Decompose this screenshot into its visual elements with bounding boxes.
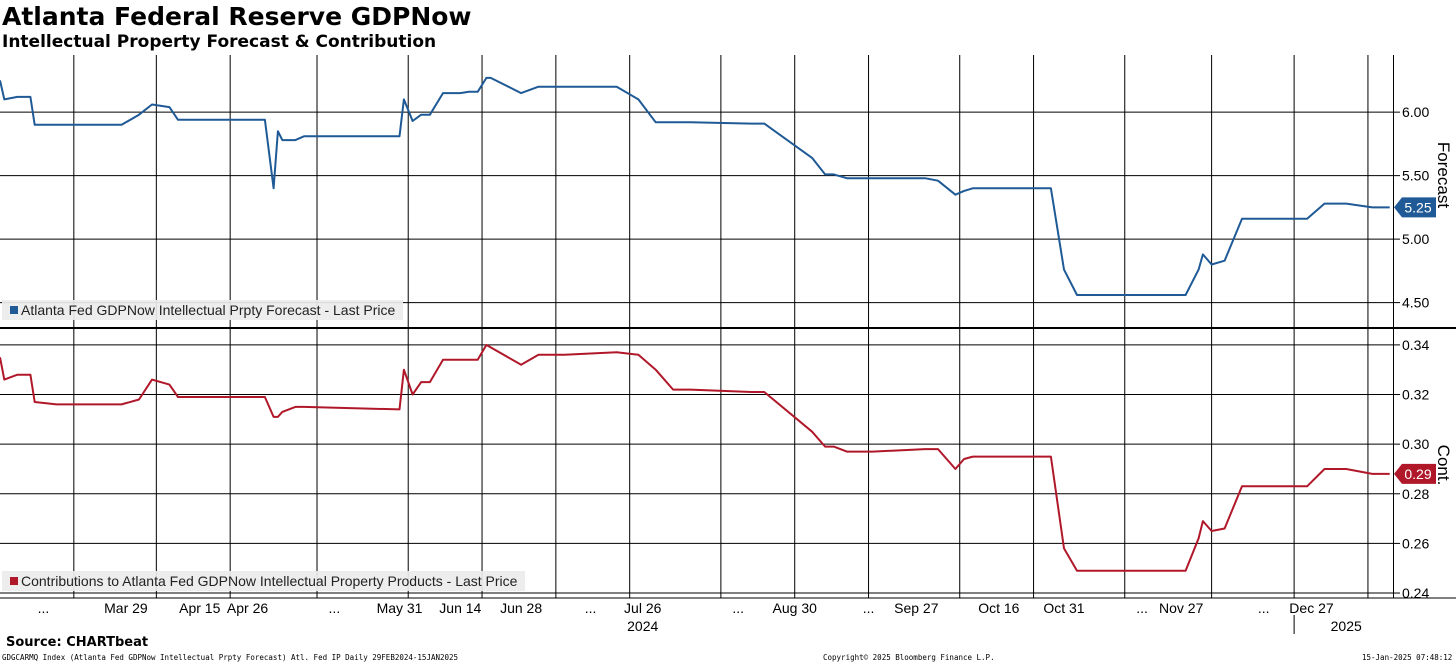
x-tick-label: ... [585, 600, 597, 616]
y-tick-label: 5.50 [1402, 168, 1429, 184]
series-line [0, 76, 1390, 296]
last-value-label: 5.25 [1404, 199, 1431, 215]
x-tick-label: ... [38, 600, 50, 616]
last-value-tag [1394, 197, 1436, 218]
y-tick-label: 4.50 [1402, 295, 1429, 311]
last-value-label: 0.29 [1404, 466, 1431, 482]
x-tick-label: ... [863, 600, 875, 616]
x-tick-label: Sep 27 [894, 600, 939, 616]
x-tick-label: Mar 29 [104, 600, 148, 616]
x-tick-label: ... [1136, 600, 1148, 616]
copyright-note: Copyright© 2025 Bloomberg Finance L.P. [823, 653, 995, 662]
x-tick-label: Oct 16 [978, 600, 1019, 616]
x-tick-label: Aug 30 [773, 600, 818, 616]
y-tick-label: 5.00 [1402, 231, 1429, 247]
ticker-note: GDGCARMQ Index (Atlanta Fed GDPNow Intel… [2, 653, 459, 662]
x-tick-label: ... [329, 600, 341, 616]
y-tick-label: 0.34 [1402, 337, 1429, 353]
x-tick-label: Oct 31 [1043, 600, 1084, 616]
contribution-legend: Contributions to Atlanta Fed GDPNow Inte… [2, 571, 526, 591]
x-tick-label: Jun 14 [439, 600, 481, 616]
last-value-tag [1394, 463, 1436, 484]
y-tick-label: 0.32 [1402, 387, 1429, 403]
contribution-legend-label: Contributions to Atlanta Fed GDPNow Inte… [21, 573, 518, 589]
y-tick-label: 0.30 [1402, 436, 1429, 452]
series-line [0, 343, 1390, 572]
x-tick-label: ... [732, 600, 744, 616]
x-tick-label: Apr 15 [179, 600, 220, 616]
contribution-legend-swatch [10, 577, 18, 585]
y-tick-label: 0.28 [1402, 486, 1429, 502]
x-tick-label: ... [1258, 600, 1270, 616]
forecast-legend-swatch [10, 306, 18, 314]
y-axis-title: Cont. [1434, 445, 1453, 486]
y-tick-label: 6.00 [1402, 104, 1429, 120]
chart-title: Atlanta Federal Reserve GDPNow [2, 2, 472, 31]
x-tick-label: Apr 26 [227, 600, 268, 616]
y-tick-label: 0.24 [1402, 585, 1429, 601]
chart-subtitle: Intellectual Property Forecast & Contrib… [2, 32, 437, 52]
source-note: Source: CHARTbeat [6, 635, 149, 650]
x-tick-label: Jul 26 [624, 600, 662, 616]
x-year-label: 2025 [1331, 618, 1362, 634]
y-axis-title: Forecast [1434, 142, 1453, 208]
x-tick-label: Nov 27 [1159, 600, 1204, 616]
timestamp-note: 15-Jan-2025 07:48:12 [1362, 653, 1453, 662]
x-tick-label: Dec 27 [1289, 600, 1334, 616]
forecast-legend-label: Atlanta Fed GDPNow Intellectual Prpty Fo… [21, 302, 396, 318]
forecast-legend: Atlanta Fed GDPNow Intellectual Prpty Fo… [2, 300, 404, 320]
x-tick-label: Jun 28 [500, 600, 542, 616]
x-tick-label: May 31 [377, 600, 423, 616]
x-year-label: 2024 [627, 618, 658, 634]
y-tick-label: 0.26 [1402, 535, 1429, 551]
